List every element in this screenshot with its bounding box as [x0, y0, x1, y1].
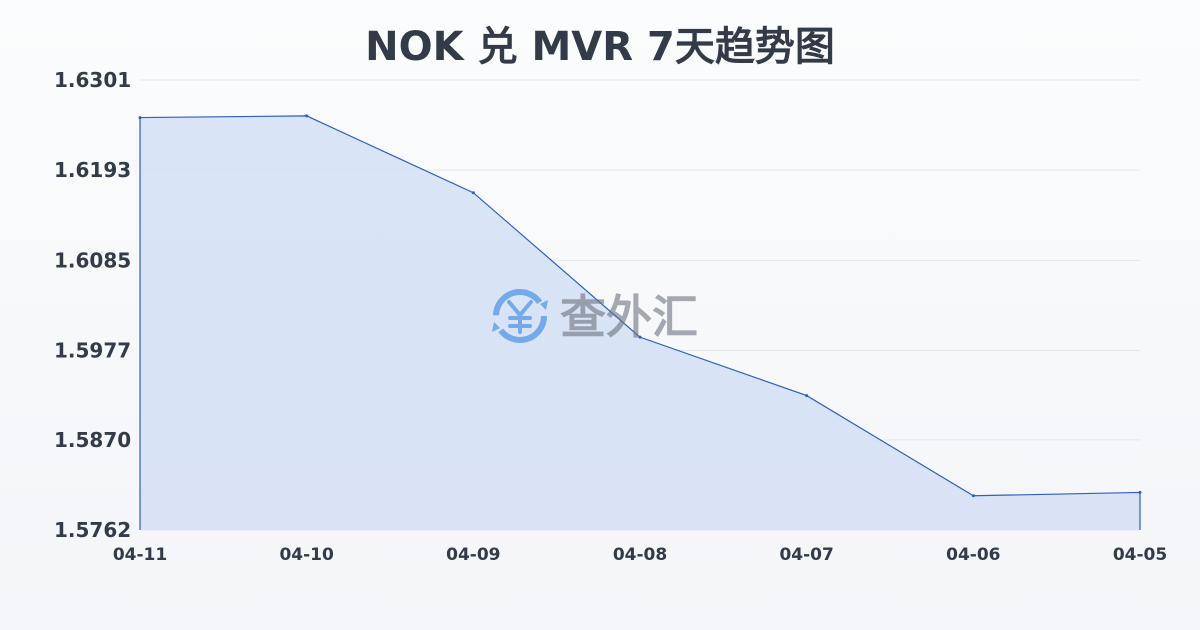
x-tick-label: 04-06 — [946, 545, 1000, 565]
x-tick-label: 04-05 — [1113, 545, 1167, 565]
y-tick-label: 1.5977 — [54, 339, 131, 363]
plot-area — [138, 114, 1142, 530]
y-tick-label: 1.6085 — [54, 248, 131, 272]
yen-exchange-icon — [492, 289, 548, 343]
y-tick-label: 1.6301 — [54, 68, 131, 92]
chart-title: NOK 兑 MVR 7天趋势图 — [365, 24, 835, 70]
y-tick-label: 1.5762 — [54, 518, 131, 542]
watermark-text: 查外汇 — [560, 290, 698, 344]
x-tick-label: 04-08 — [613, 545, 667, 565]
data-point — [1138, 490, 1142, 494]
data-point — [971, 494, 975, 498]
x-tick-label: 04-11 — [113, 545, 167, 565]
data-point — [138, 116, 142, 120]
y-tick-label: 1.5870 — [54, 428, 131, 452]
data-point — [471, 191, 475, 195]
y-tick-label: 1.6193 — [54, 158, 131, 182]
y-axis: 1.6301 1.6193 1.6085 1.5977 1.5870 1.5762 — [54, 68, 131, 542]
watermark: 查外汇 — [492, 289, 698, 344]
x-axis: 04-11 04-10 04-09 04-08 04-07 04-06 04-05 — [113, 545, 1167, 565]
data-point — [305, 114, 309, 118]
data-point — [805, 394, 809, 398]
x-tick-label: 04-09 — [446, 545, 500, 565]
x-tick-label: 04-10 — [279, 545, 334, 565]
data-point — [638, 335, 642, 339]
area-fill — [140, 115, 1140, 530]
x-tick-label: 04-07 — [779, 545, 833, 565]
